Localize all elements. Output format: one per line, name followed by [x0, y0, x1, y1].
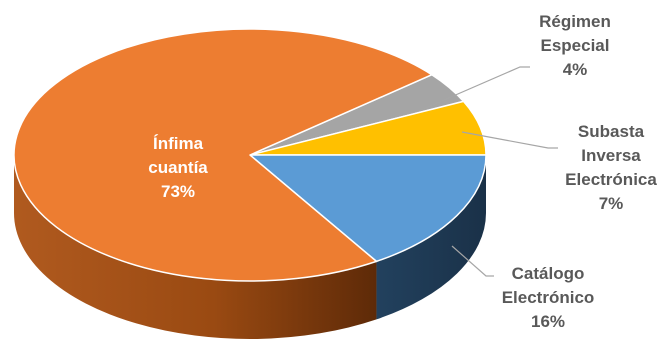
label-subasta-inversa: Subasta Inversa Electrónica 7%: [555, 120, 667, 216]
label-line: Electrónica: [565, 170, 657, 189]
label-line: Especial: [540, 36, 610, 55]
pie-sides: [14, 155, 486, 340]
percent-label: 4%: [562, 60, 588, 79]
pie-slice-1: [249, 100, 487, 156]
label-line: Subasta: [577, 122, 645, 141]
label-catalogo-electronico: Catálogo Electrónico 16%: [490, 262, 606, 334]
label-infima-cuantia: Ínfima cuantía 73%: [128, 132, 228, 204]
leader-line-2: [451, 245, 494, 277]
label-line: Ínfima: [152, 134, 204, 153]
percent-label: 16%: [530, 312, 566, 331]
pie-tops: [13, 28, 487, 282]
pie-slice-3: [13, 28, 433, 282]
pie-side-3: [14, 155, 377, 340]
label-regimen-especial: Régimen Especial 4%: [525, 10, 625, 82]
percent-label: 73%: [160, 182, 196, 201]
percent-label: 7%: [598, 194, 624, 213]
leader-lines: [420, 66, 558, 277]
leader-line-0: [420, 66, 530, 111]
leader-line-1: [461, 131, 558, 149]
label-line: cuantía: [148, 158, 208, 177]
label-line: Régimen: [539, 12, 611, 31]
pie-side-2: [376, 155, 486, 320]
pie-slice-2: [249, 154, 487, 263]
label-line: Catálogo: [511, 264, 585, 283]
label-line: Electrónico: [501, 288, 595, 307]
label-line: Inversa: [581, 146, 641, 165]
